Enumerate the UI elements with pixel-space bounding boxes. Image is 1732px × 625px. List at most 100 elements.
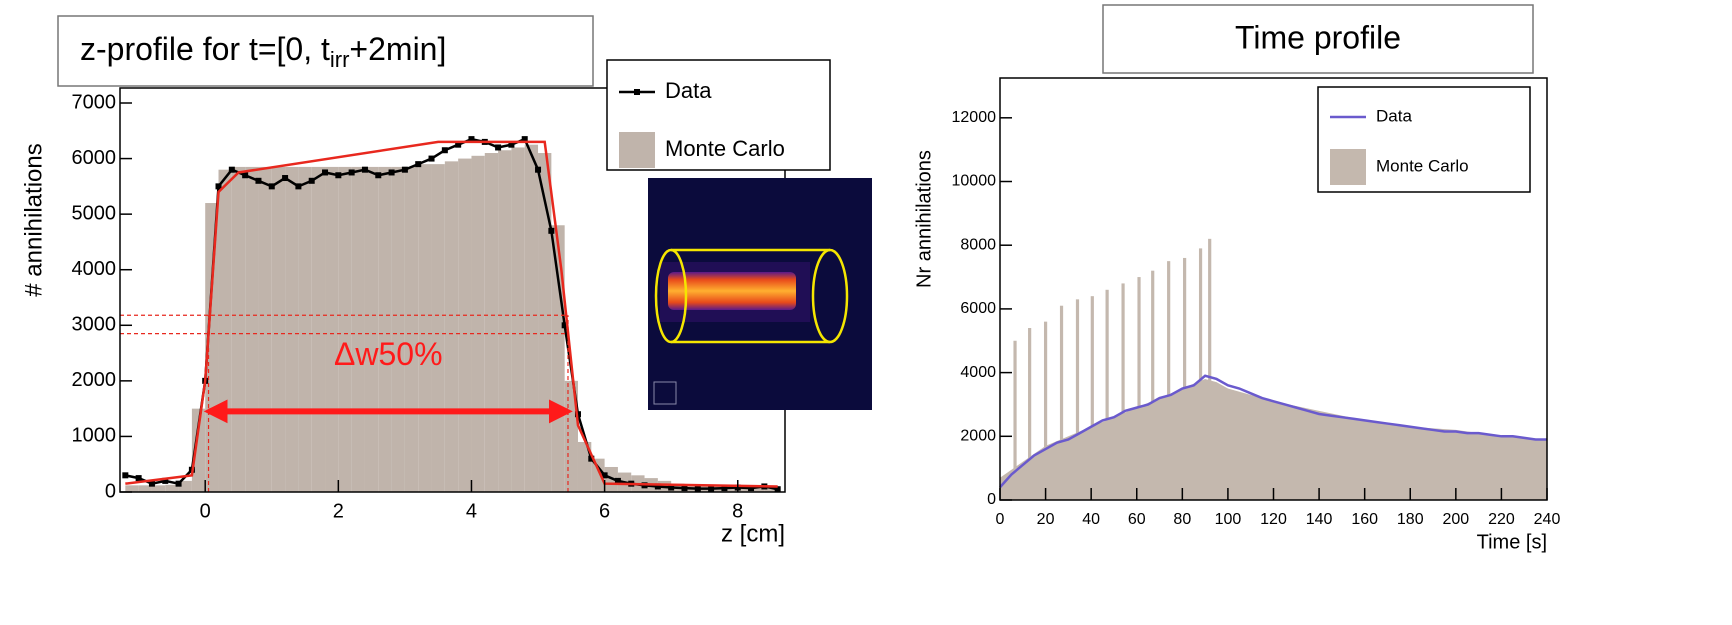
spike [1151,270,1155,500]
histogram-bar [471,155,485,492]
x-tick-label: 6 [599,500,610,522]
area [1000,378,1547,500]
marker [601,472,608,479]
histogram-bar [285,166,299,493]
marker [721,485,728,492]
y-tick-label: 2000 [960,428,996,445]
histogram-bar [577,441,592,492]
x-tick-label: 120 [1260,511,1287,528]
histogram-bar [258,166,272,493]
histogram-bar [325,166,339,493]
spike [1121,283,1125,500]
histogram-bar [151,485,166,492]
y-tick-label: 6000 [960,300,996,317]
histogram-bar [218,169,232,492]
histogram-bar [458,158,472,493]
marker [654,483,661,490]
y-tick-label: 2000 [72,369,117,391]
y-tick-label: 0 [987,491,996,508]
marker [401,166,408,173]
histogram-bar [311,166,326,493]
marker [535,166,542,173]
marker [668,484,675,491]
spike [1208,238,1212,500]
chart-title: Time profile [1235,19,1401,55]
marker [175,480,182,487]
marker [295,183,302,190]
marker [268,183,275,190]
x-tick-label: 220 [1488,511,1515,528]
marker [694,485,701,492]
marker [521,136,528,143]
marker [548,227,555,234]
marker [748,485,755,492]
histogram-bar [138,485,152,492]
marker [162,477,169,484]
x-tick-label: 20 [1037,511,1055,528]
spike [1013,340,1017,500]
line [125,140,778,488]
marker [614,477,621,484]
plot: Δw50% 0 1000 2000 3000 4000 5000 6000 7000 0 2 4 6 8z… [20,87,786,547]
legend-label: Data [1376,106,1412,125]
y-tick-label: 6000 [72,147,117,169]
histogram-bar [724,486,738,492]
y-tick-label: 4000 [960,364,996,381]
y-tick-label: 1000 [72,425,117,447]
legend-swatch [1330,149,1366,185]
y-tick-label: 7000 [72,91,117,113]
marker [508,141,515,148]
x-axis-label: Time [s] [1477,531,1547,553]
x-tick-label: 80 [1173,511,1191,528]
x-tick-label: 200 [1442,511,1469,528]
x-tick-label: 180 [1397,511,1424,528]
spike [1059,305,1064,500]
y-axis-label: # annihilations [20,143,47,296]
y-tick-label: 5000 [72,202,117,224]
spike [1043,321,1048,500]
histogram-bar [351,166,365,493]
title-part: z-profile for t=[0, t [80,31,330,67]
marker [561,322,568,329]
histogram-bar [764,486,778,492]
x-tick-label: 40 [1082,511,1100,528]
histogram-bar [418,164,432,492]
title-part: +2min] [349,31,446,67]
marker [122,472,129,479]
y-tick-label: 8000 [960,236,996,253]
y-tick-label: 4000 [72,258,117,280]
legend-marker [634,89,640,95]
marker [322,169,329,176]
histogram-bar [751,486,765,492]
marker [348,169,355,176]
marker [135,475,142,482]
histogram-bar [245,166,259,493]
titles: z-profile for t=[0, tirr+2min] Time prof… [57,4,1534,87]
x-tick-label: 140 [1306,511,1333,528]
histogram-bar [498,150,512,493]
histogram-bar [191,408,206,492]
histogram-bar [484,153,499,492]
histogram-bar [404,166,419,493]
marker [455,141,462,148]
chart-title: z-profile for t=[0, tirr+2min] [80,31,446,71]
histogram-bar [391,166,405,493]
marker [375,172,382,179]
x-tick-label: 160 [1351,511,1378,528]
legend-label: Monte Carlo [1376,156,1469,175]
x-tick-label: 0 [996,511,1005,528]
line [999,374,1547,489]
x-tick-label: 0 [200,500,211,522]
histogram-bar [737,486,752,492]
marker [588,455,595,462]
histogram-bar [524,144,539,492]
y-tick-label: 12000 [952,109,997,126]
x-tick-label: 240 [1534,511,1561,528]
histogram-bar [231,166,246,493]
annotation: Δw50% [334,336,443,372]
y-tick-label: 10000 [952,173,997,190]
title-subscript: irr [330,47,350,72]
marker [495,144,502,151]
legend: Data Monte Carlo [606,59,831,171]
